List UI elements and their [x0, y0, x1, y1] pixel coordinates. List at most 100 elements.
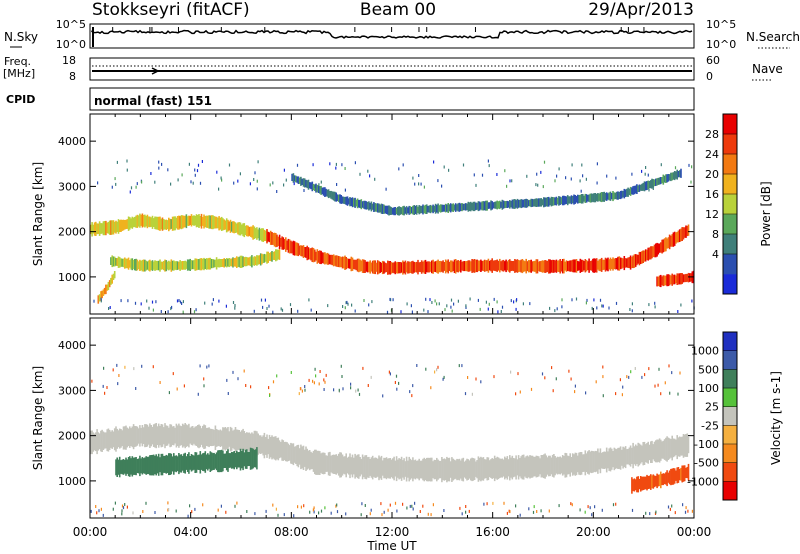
- band-strip: [394, 261, 397, 275]
- scatter-point: [414, 501, 416, 505]
- band-strip: [627, 257, 629, 268]
- band-strip: [295, 175, 297, 183]
- band-strip: [472, 201, 475, 212]
- scatter-point: [388, 370, 390, 374]
- band-strip: [530, 259, 532, 273]
- band-strip: [185, 424, 188, 447]
- band-strip: [336, 255, 339, 267]
- scatter-point: [318, 382, 320, 386]
- band-strip: [350, 197, 353, 206]
- band-strip: [120, 460, 122, 474]
- scatter-point: [509, 179, 511, 183]
- band-strip: [434, 460, 437, 480]
- colorbar-tick-label: -100: [694, 438, 719, 451]
- band-strip: [219, 450, 222, 473]
- band-strip: [199, 215, 202, 227]
- band-strip: [111, 430, 113, 449]
- band-strip: [555, 457, 558, 474]
- band-strip: [303, 449, 306, 467]
- scatter-point: [450, 305, 452, 309]
- scatter-point: [266, 307, 268, 310]
- scatter-point: [347, 302, 349, 306]
- band-strip: [297, 176, 300, 184]
- scatter-point: [246, 510, 248, 513]
- scatter-point: [345, 301, 347, 305]
- scatter-point: [561, 305, 563, 309]
- band-strip: [678, 170, 681, 178]
- band-strip: [198, 424, 200, 449]
- scatter-point: [434, 299, 436, 303]
- band-strip: [582, 259, 584, 272]
- band-strip: [555, 196, 558, 206]
- band-strip: [244, 449, 247, 469]
- band-strip: [478, 201, 481, 211]
- band-strip: [617, 191, 619, 200]
- band-strip: [233, 258, 235, 267]
- band-strip: [598, 193, 600, 201]
- band-strip: [492, 260, 495, 271]
- band-strip: [199, 258, 202, 271]
- scatter-point: [437, 179, 439, 183]
- band-strip: [345, 257, 347, 270]
- band-strip: [426, 261, 428, 273]
- scatter-point: [657, 383, 659, 387]
- scatter-point: [167, 508, 169, 512]
- band-strip: [239, 222, 242, 236]
- band-strip: [383, 204, 385, 214]
- band-strip: [130, 428, 132, 446]
- band-strip: [366, 202, 369, 210]
- nave-tick-bottom: 0: [706, 70, 713, 83]
- scatter-point: [269, 183, 271, 187]
- band-strip: [633, 185, 636, 195]
- band-strip: [387, 458, 389, 478]
- band-strip: [202, 258, 204, 270]
- band-strip: [603, 259, 605, 270]
- band-strip: [283, 442, 286, 461]
- band-strip: [327, 189, 330, 199]
- scatter-point: [630, 370, 632, 374]
- band-strip: [213, 429, 215, 446]
- band-strip: [242, 448, 244, 471]
- band-strip: [170, 259, 173, 272]
- band-strip: [292, 173, 295, 183]
- band-strip: [423, 205, 426, 214]
- band-strip: [663, 473, 666, 485]
- scatter-point: [458, 364, 460, 368]
- band-strip: [113, 271, 116, 279]
- scatter-point: [664, 381, 666, 385]
- band-strip: [341, 196, 344, 204]
- band-strip: [676, 467, 678, 484]
- scatter-point: [574, 390, 576, 394]
- band-strip: [246, 432, 248, 451]
- band-strip: [472, 458, 475, 481]
- band-strip: [462, 203, 465, 211]
- band-strip: [118, 456, 121, 478]
- band-strip: [181, 423, 184, 448]
- band-strip: [334, 454, 336, 474]
- band-strip: [358, 199, 360, 208]
- band-strip: [223, 219, 225, 230]
- x-tick-label: 12:00: [375, 525, 410, 539]
- band-strip: [296, 242, 298, 256]
- band-strip: [687, 224, 690, 236]
- scatter-point: [516, 298, 518, 302]
- band-strip: [327, 452, 330, 476]
- band-strip: [652, 474, 655, 489]
- band-strip: [115, 220, 117, 234]
- band-strip: [300, 176, 302, 186]
- scatter-point: [312, 379, 314, 383]
- scatter-point: [669, 391, 671, 395]
- scatter-point: [340, 364, 342, 368]
- band-strip: [408, 205, 410, 215]
- band-strip: [344, 255, 346, 270]
- band-strip: [368, 201, 370, 211]
- band-strip: [482, 201, 485, 211]
- band-strip: [461, 261, 463, 271]
- band-strip: [258, 435, 261, 454]
- band-strip: [127, 428, 130, 446]
- band-strip: [677, 467, 680, 483]
- band-strip: [583, 454, 585, 472]
- colorbar-segment: [723, 214, 737, 235]
- band-strip: [132, 424, 135, 450]
- band-strip: [259, 253, 262, 266]
